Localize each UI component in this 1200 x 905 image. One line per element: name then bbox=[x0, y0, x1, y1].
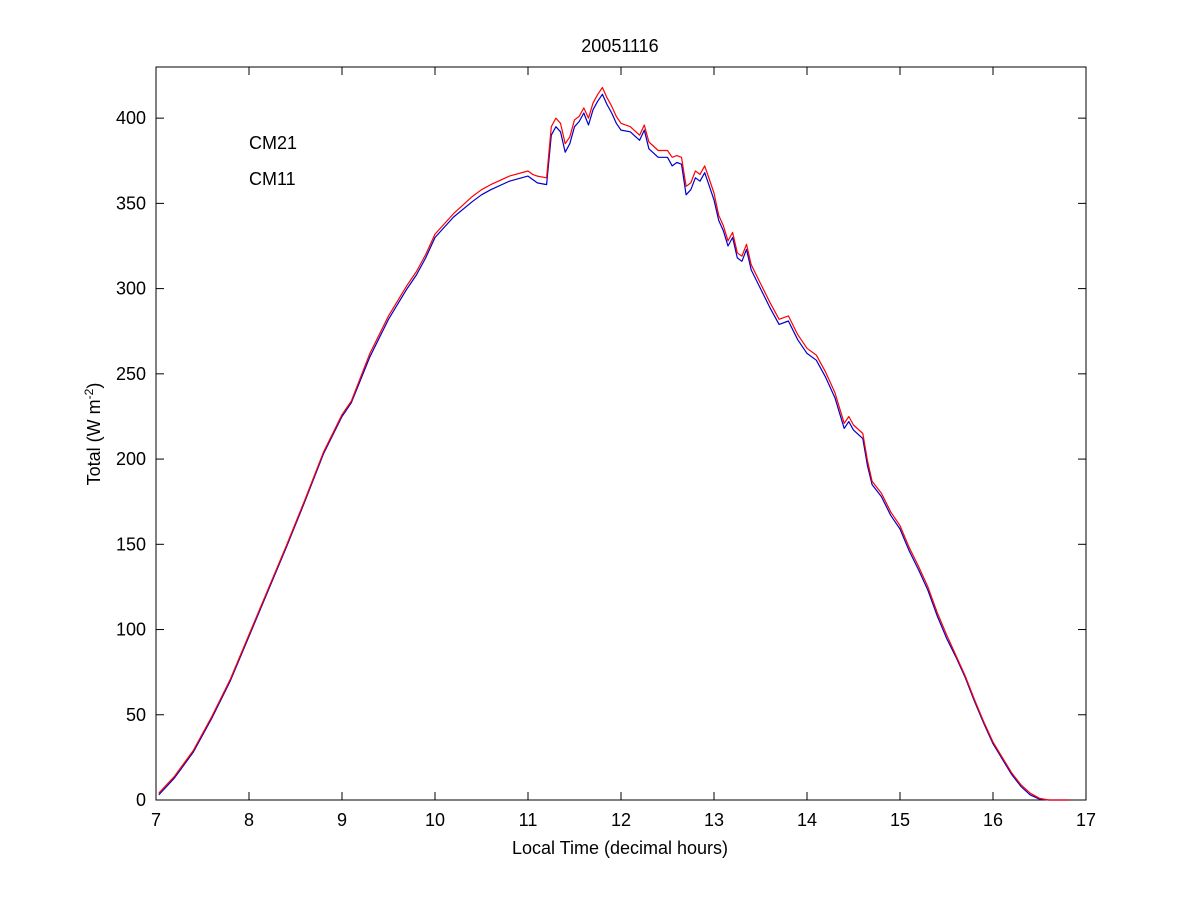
y-tick-label: 350 bbox=[116, 193, 146, 213]
series-line-cm21 bbox=[158, 93, 1070, 801]
y-axis-label-text: Total (W m bbox=[84, 399, 104, 485]
y-tick-label: 100 bbox=[116, 620, 146, 640]
y-axis-ticks: 0 50 100 150 200 250 300 350 400 bbox=[116, 108, 1086, 810]
y-axis-label: Total (W m-2) bbox=[82, 383, 104, 486]
series-line-cm11 bbox=[158, 86, 1070, 801]
y-tick-label: 150 bbox=[116, 534, 146, 554]
x-axis-label: Local Time (decimal hours) bbox=[512, 838, 728, 858]
x-tick-label: 8 bbox=[244, 810, 254, 830]
y-tick-label: 250 bbox=[116, 364, 146, 384]
x-tick-label: 16 bbox=[983, 810, 1003, 830]
legend-entry-cm21: CM21 bbox=[249, 133, 297, 153]
chart-title: 20051116 bbox=[581, 36, 658, 56]
x-tick-label: 7 bbox=[151, 810, 161, 830]
x-tick-label: 15 bbox=[890, 810, 910, 830]
legend: CM21 CM11 bbox=[249, 133, 297, 189]
x-tick-label: 12 bbox=[611, 810, 631, 830]
y-tick-label: 300 bbox=[116, 279, 146, 299]
x-tick-label: 14 bbox=[797, 810, 817, 830]
x-axis-ticks: 7 8 9 10 11 12 13 14 15 16 17 bbox=[151, 67, 1096, 830]
series-layer bbox=[158, 86, 1070, 801]
y-tick-label: 400 bbox=[116, 108, 146, 128]
plot-area bbox=[155, 66, 1087, 801]
x-tick-label: 13 bbox=[704, 810, 724, 830]
x-tick-label: 10 bbox=[425, 810, 445, 830]
y-axis-label-superscript: -2 bbox=[82, 388, 96, 399]
y-tick-label: 200 bbox=[116, 449, 146, 469]
x-tick-label: 9 bbox=[337, 810, 347, 830]
y-axis-label-suffix: ) bbox=[84, 383, 104, 389]
y-tick-label: 0 bbox=[136, 790, 146, 810]
y-tick-label: 50 bbox=[126, 705, 146, 725]
x-tick-label: 17 bbox=[1076, 810, 1096, 830]
legend-entry-cm11: CM11 bbox=[249, 169, 296, 189]
x-tick-label: 11 bbox=[519, 810, 538, 830]
